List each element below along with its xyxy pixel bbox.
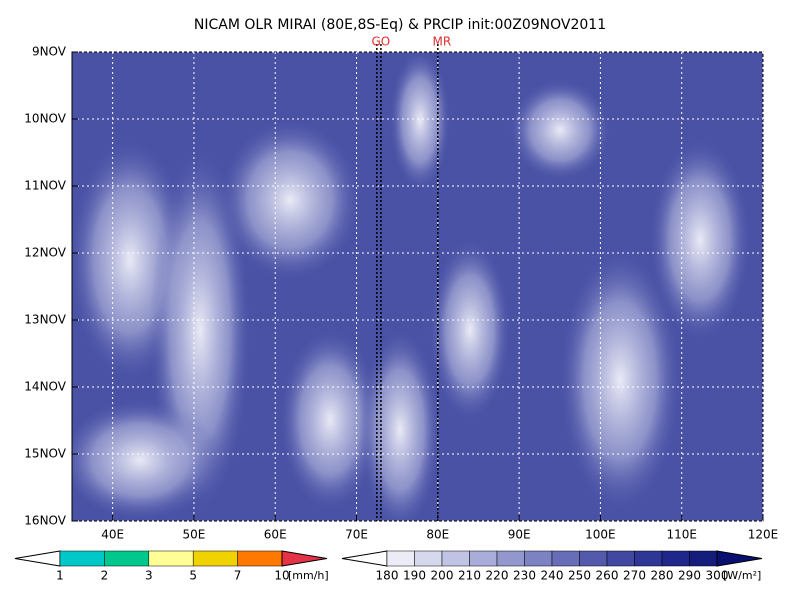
colorbar-label: 260 (596, 569, 619, 583)
colorbar-swatch (496, 550, 525, 567)
colorbar-label: 2 (101, 569, 109, 583)
colorbar-label: 180 (376, 569, 399, 583)
chart-title: NICAM OLR MIRAI (80E,8S-Eq) & PRCIP init… (194, 17, 606, 33)
y-tick-label: 11NOV (24, 179, 66, 193)
colorbar-end (341, 550, 388, 567)
colorbar-unit: [mm/h] (288, 569, 329, 582)
colorbar-swatch (661, 550, 690, 567)
y-tick-label: 16NOV (24, 514, 66, 528)
x-tick-label: 100E (585, 528, 616, 542)
colorbar-swatch (59, 550, 105, 567)
y-tick-label: 14NOV (24, 380, 66, 394)
colorbar-label: 300 (706, 569, 729, 583)
marker-label: MR (432, 35, 451, 49)
cloud (390, 52, 450, 190)
cloud (72, 400, 220, 520)
colorbar-unit: [W/m²] (723, 569, 761, 582)
x-tick-label: 70E (345, 528, 368, 542)
colorbar-label: 290 (678, 569, 701, 583)
colorbar-end (281, 550, 328, 567)
colorbar-label: 220 (486, 569, 509, 583)
colorbar-label: 5 (189, 569, 197, 583)
cloud (280, 330, 380, 510)
colorbar-label: 250 (568, 569, 591, 583)
colorbar-swatch (579, 550, 608, 567)
cloud (560, 250, 680, 510)
y-tick-label: 10NOV (24, 112, 66, 126)
x-tick-label: 80E (426, 528, 449, 542)
cloud (360, 330, 440, 521)
colorbar-swatch (524, 550, 553, 567)
x-tick-label: 110E (666, 528, 697, 542)
field (72, 52, 763, 521)
colorbar-swatch (634, 550, 663, 567)
colorbar-swatch (551, 550, 580, 567)
colorbar-swatch (148, 550, 194, 567)
colorbar-swatch (192, 550, 238, 567)
colorbar-label: 230 (513, 569, 536, 583)
x-tick-label: 40E (101, 528, 124, 542)
colorbar-swatch (104, 550, 150, 567)
x-tick-label: 60E (264, 528, 287, 542)
marker-label: GO (371, 35, 390, 49)
cloud (650, 140, 750, 340)
colorbar-label: 190 (403, 569, 426, 583)
cloud (220, 120, 360, 280)
colorbar-swatch (386, 550, 415, 567)
y-tick-label: 9NOV (32, 45, 67, 59)
colorbar-label: 280 (651, 569, 674, 583)
colorbar-end (716, 550, 763, 567)
x-tick-label: 120E (748, 528, 779, 542)
y-tick-label: 12NOV (24, 246, 66, 260)
colorbar-label: 270 (623, 569, 646, 583)
colorbar-label: 200 (431, 569, 454, 583)
colorbar-label: 240 (541, 569, 564, 583)
colorbar-label: 3 (145, 569, 153, 583)
colorbar-swatch (689, 550, 718, 567)
colorbar-label: 210 (458, 569, 481, 583)
colorbar-swatch (414, 550, 443, 567)
colorbar-swatch (469, 550, 498, 567)
colorbar-label: 10 (274, 569, 289, 583)
colorbar-end (14, 550, 61, 567)
cloud (510, 80, 610, 180)
y-tick-label: 15NOV (24, 447, 66, 461)
colorbar-label: 7 (234, 569, 242, 583)
colorbar-swatch (237, 550, 283, 567)
colorbar-swatch (606, 550, 635, 567)
cloud (430, 240, 510, 420)
colorbar-swatch (441, 550, 470, 567)
y-tick-label: 13NOV (24, 313, 66, 327)
x-tick-label: 90E (508, 528, 531, 542)
colorbar-label: 1 (56, 569, 64, 583)
x-tick-label: 50E (183, 528, 206, 542)
